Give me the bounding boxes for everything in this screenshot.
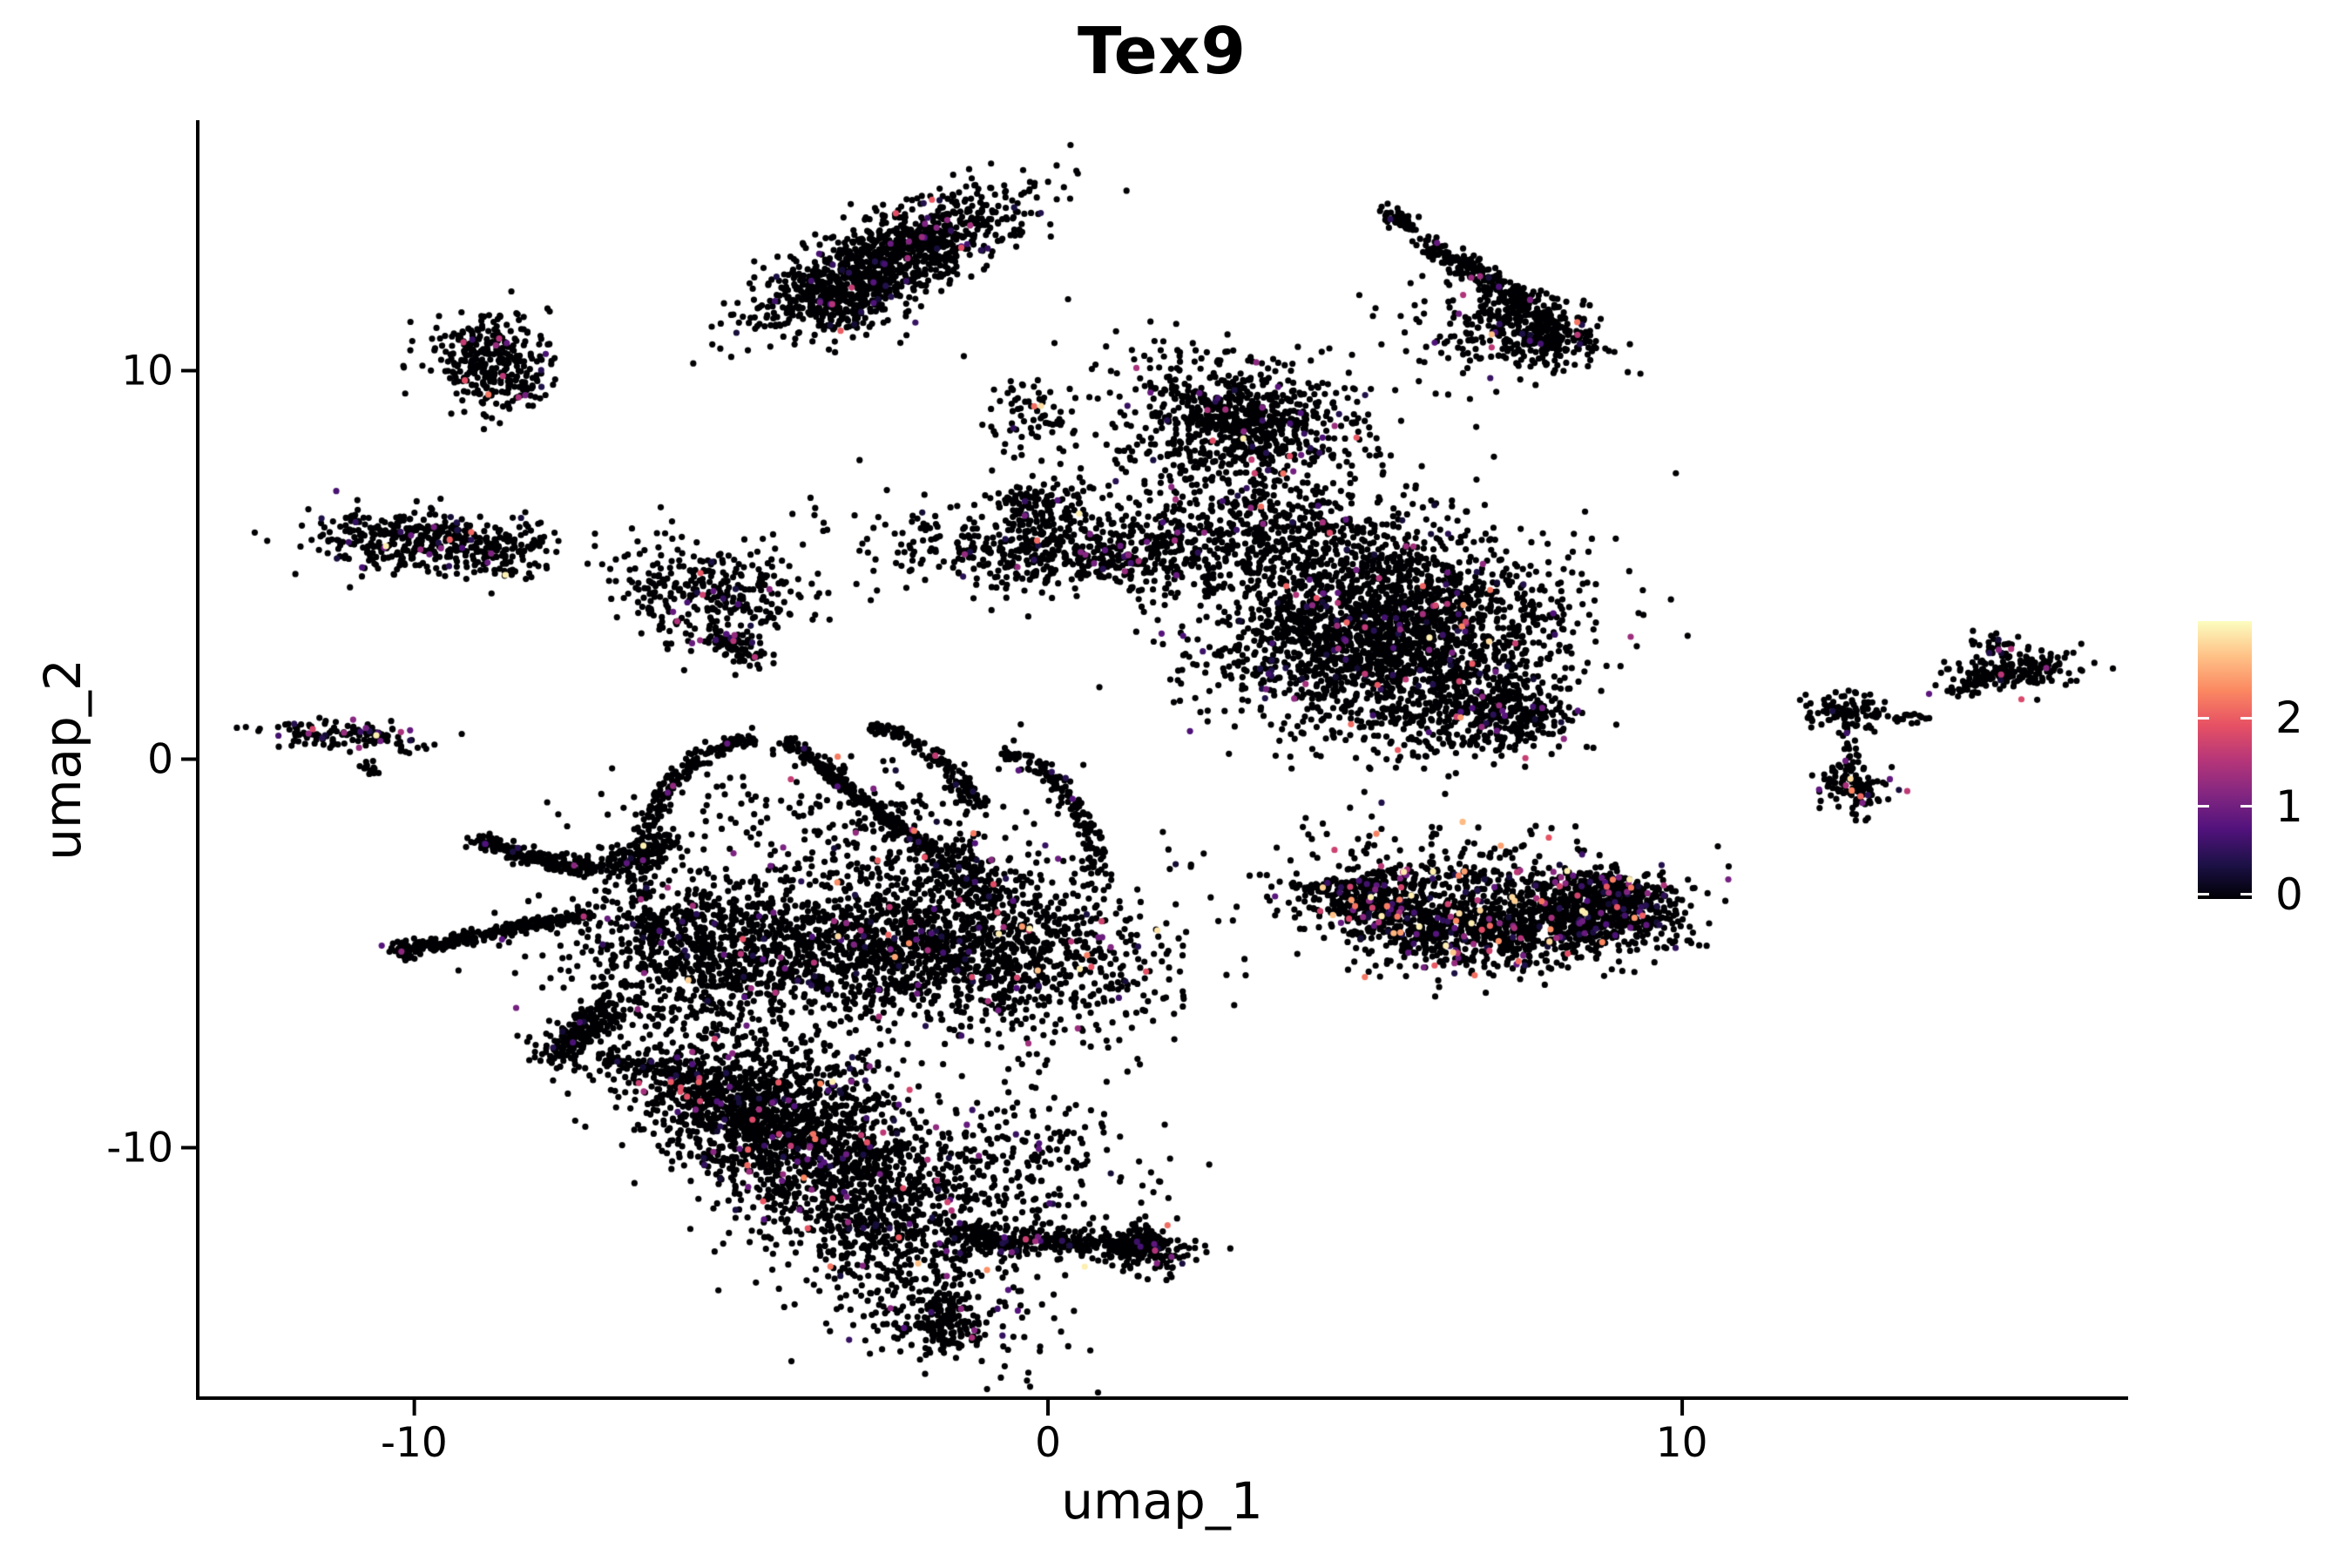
- y-tick-label: -10: [106, 1124, 173, 1173]
- colorbar-tick-mark: [2240, 893, 2252, 896]
- colorbar-tick-mark: [2240, 805, 2252, 808]
- x-tick-mark: [1680, 1400, 1684, 1416]
- colorbar-tick-mark: [2198, 805, 2209, 808]
- y-tick-mark: [181, 368, 197, 373]
- x-tick-label: 10: [1655, 1419, 1708, 1467]
- x-tick-minus-10: -10: [381, 1400, 448, 1463]
- y-tick-minus-10: -10: [0, 1127, 197, 1168]
- x-tick-label: 0: [1035, 1419, 1061, 1467]
- x-tick-zero: 0: [1035, 1400, 1061, 1463]
- x-tick-mark: [1046, 1400, 1051, 1416]
- expression-colorbar: [2198, 621, 2252, 899]
- colorbar-tick-label-1: 1: [2275, 781, 2303, 832]
- x-tick-plus-10: 10: [1656, 1400, 1708, 1463]
- y-axis-title: umap_2: [33, 659, 92, 861]
- colorbar-tick-label-0: 0: [2275, 868, 2303, 920]
- chart-title: Tex9: [1077, 14, 1247, 89]
- y-tick-plus-10: 10: [0, 350, 197, 391]
- y-tick-zero: 0: [0, 739, 197, 780]
- colorbar-tick-label-2: 2: [2275, 693, 2303, 744]
- x-axis-title: umap_1: [1061, 1471, 1263, 1531]
- y-tick-label: 0: [147, 735, 173, 784]
- y-axis-line: [196, 120, 199, 1400]
- y-tick-mark: [181, 1146, 197, 1150]
- x-tick-label: -10: [381, 1419, 448, 1467]
- colorbar-tick-mark: [2240, 716, 2252, 720]
- y-tick-mark: [181, 757, 197, 761]
- y-tick-label: 10: [121, 347, 173, 395]
- x-tick-mark: [412, 1400, 416, 1416]
- x-axis-line: [196, 1396, 2128, 1400]
- colorbar-tick-mark: [2198, 893, 2209, 896]
- colorbar-tick-mark: [2198, 716, 2209, 720]
